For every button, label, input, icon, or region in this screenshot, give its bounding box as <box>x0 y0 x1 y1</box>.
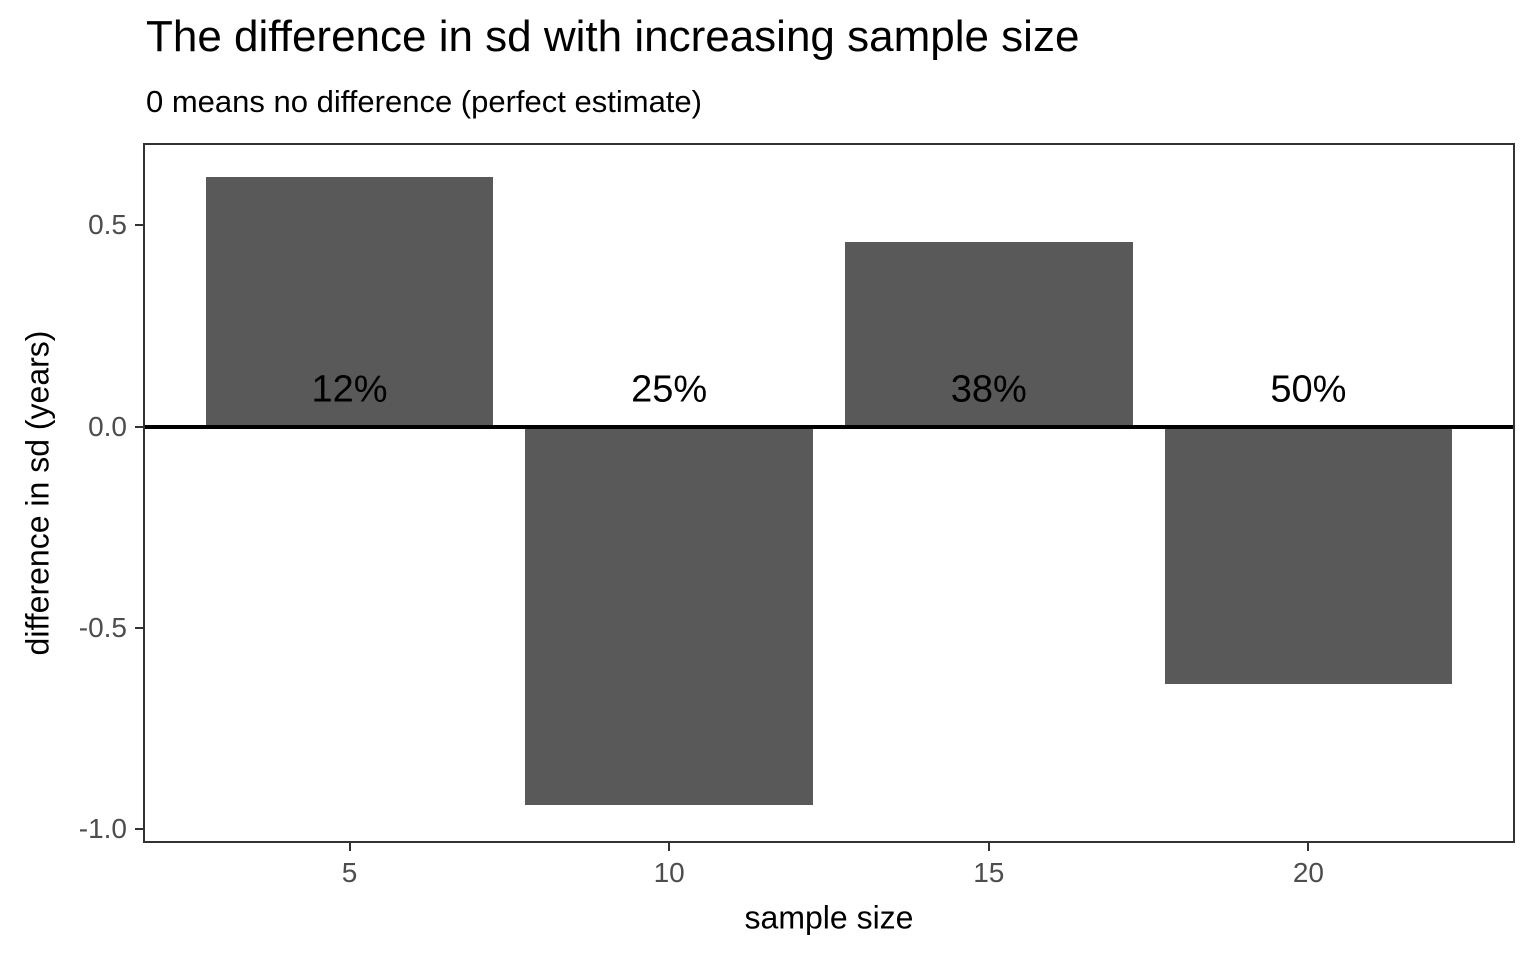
y-tick-label: -0.5 <box>78 611 127 643</box>
y-tick-mark <box>135 626 145 629</box>
x-tick-label: 20 <box>1292 857 1325 888</box>
bar-percent-label: 38% <box>950 368 1027 411</box>
x-tick-label: 10 <box>653 857 685 888</box>
bar-sample-size-5 <box>205 177 494 427</box>
zero-reference-line <box>145 424 1513 429</box>
bar-sample-size-15 <box>844 241 1133 427</box>
y-tick-mark <box>135 425 145 428</box>
bar-sample-size-20 <box>1164 426 1453 685</box>
x-tick-label: 5 <box>341 857 358 888</box>
x-tick-mark <box>668 841 671 851</box>
y-tick-label: -1.0 <box>78 812 127 844</box>
bar-percent-label: 50% <box>1270 368 1347 411</box>
plot-panel: 12% 25% 38% 50% 5 10 15 20 0.5 0.0 -0.5 -1.0 <box>79 143 1515 888</box>
bar-percent-label: 12% <box>311 368 388 411</box>
y-tick-label: 0.0 <box>88 410 127 442</box>
bar-sample-size-10 <box>525 426 813 805</box>
x-tick-mark <box>348 841 351 851</box>
bar-percent-label: 25% <box>631 368 708 411</box>
chart-title: The difference in sd with increasing sam… <box>146 12 1080 61</box>
x-axis-title: sample size <box>744 899 914 936</box>
chart-subtitle: 0 means no difference (perfect estimate) <box>146 84 702 119</box>
y-tick-mark <box>135 224 145 227</box>
y-axis-title: difference in sd (years) <box>19 330 56 656</box>
x-tick-mark <box>987 841 990 851</box>
y-tick-mark <box>135 827 145 830</box>
y-tick-label: 0.5 <box>88 209 127 241</box>
x-tick-mark <box>1307 841 1310 851</box>
x-tick-label: 15 <box>973 857 1005 888</box>
